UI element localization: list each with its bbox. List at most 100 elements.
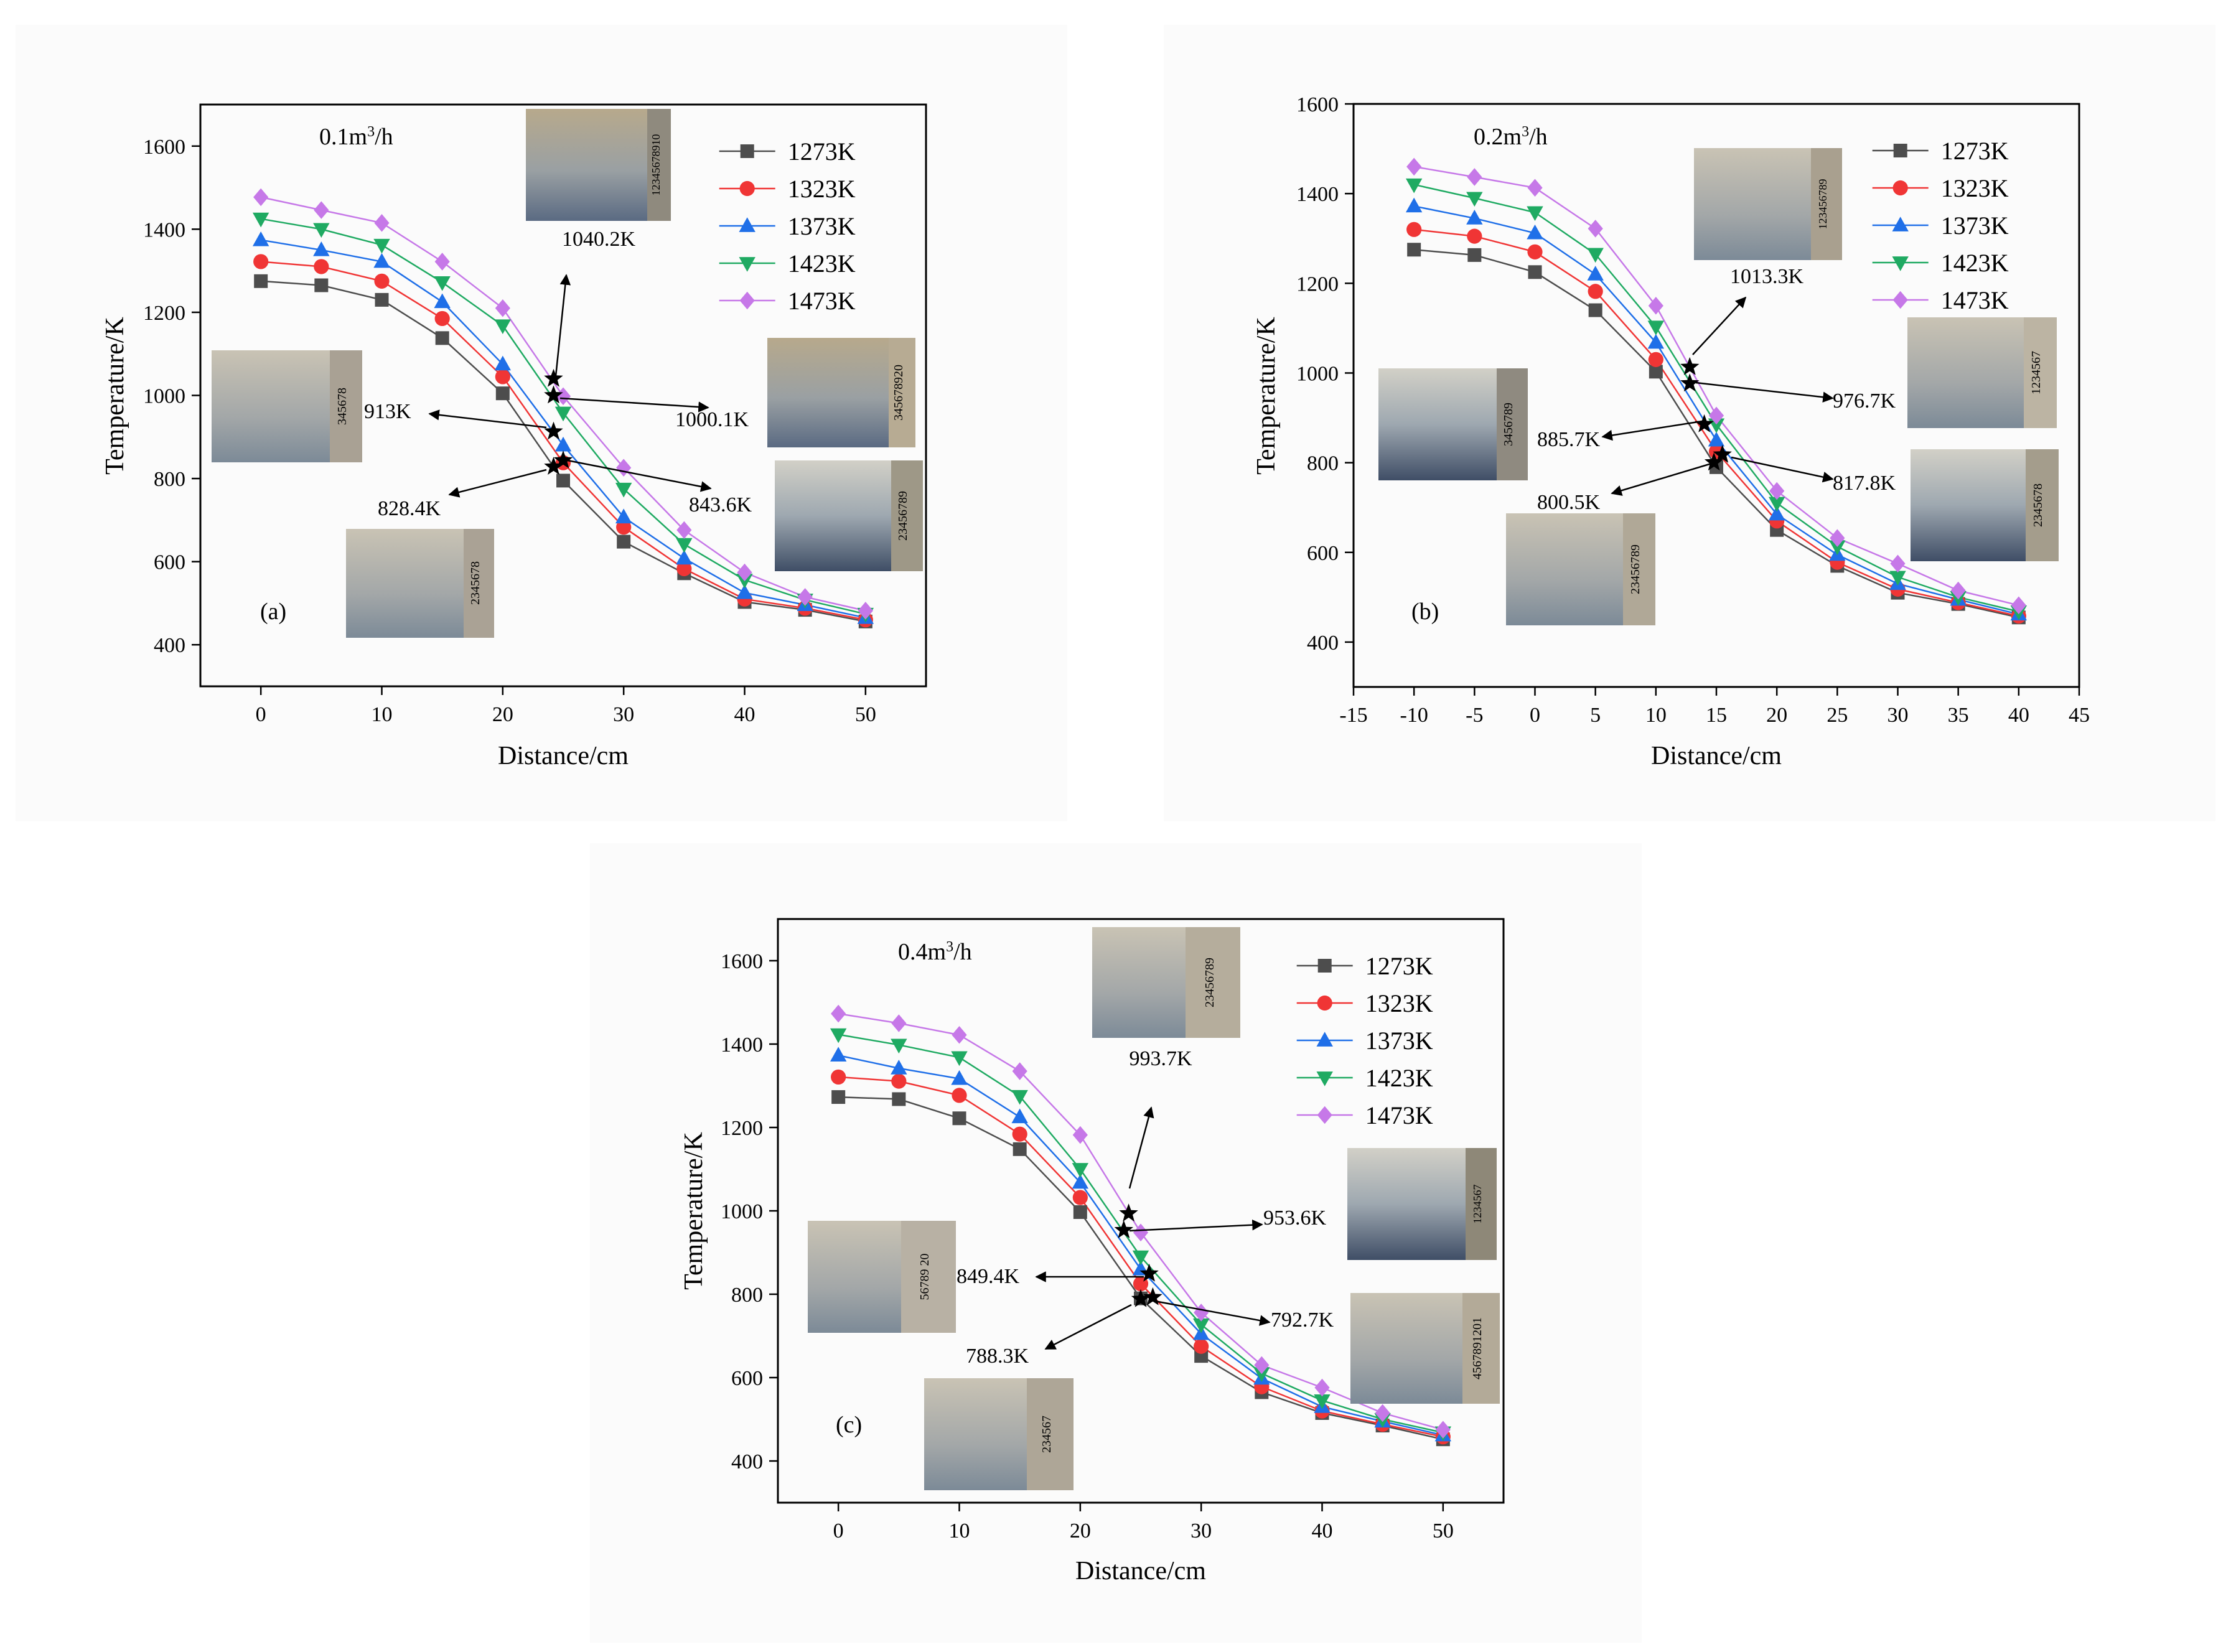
data-point-1423K bbox=[313, 223, 330, 238]
data-point-1323K bbox=[676, 561, 692, 577]
legend-label: 1323K bbox=[1365, 989, 1433, 1017]
x-tick-label: 10 bbox=[1645, 704, 1667, 727]
legend-marker bbox=[739, 180, 755, 197]
inset-photo-788K: 234567 bbox=[924, 1378, 1074, 1490]
data-point-1473K bbox=[314, 201, 329, 219]
star-marker bbox=[1114, 1220, 1133, 1238]
data-point-1323K bbox=[1072, 1190, 1088, 1205]
annotation-label: 800.5K bbox=[1537, 491, 1601, 514]
y-tick-label: 400 bbox=[1307, 632, 1339, 655]
annotation-label: 1000.1K bbox=[675, 408, 749, 431]
annotation-label: 1040.2K bbox=[562, 228, 636, 251]
x-tick-label: 20 bbox=[1766, 704, 1787, 727]
data-point-1323K bbox=[1648, 352, 1663, 367]
data-point-1423K bbox=[1405, 178, 1423, 194]
panel-a: 0 10 20 30 40 50 400 600 800 1000 1200 1400 1600 0.1… bbox=[16, 25, 1067, 821]
x-tick-label: 0 bbox=[256, 703, 266, 726]
inset-photo-885K: 3456789 bbox=[1378, 368, 1528, 480]
annotation-arrow bbox=[428, 409, 547, 429]
annotation-label: 828.4K bbox=[378, 497, 441, 520]
data-point-1273K bbox=[1073, 1205, 1087, 1220]
y-tick-label: 1600 bbox=[1296, 93, 1339, 116]
data-point-1473K bbox=[616, 459, 632, 477]
svg-text:1234567: 1234567 bbox=[1471, 1185, 1484, 1224]
data-point-1423K bbox=[1527, 206, 1543, 222]
data-point-1423K bbox=[554, 406, 572, 422]
data-point-1473K bbox=[434, 253, 450, 271]
annotation-label: 1013.3K bbox=[1730, 265, 1804, 288]
legend-marker bbox=[1317, 959, 1332, 973]
data-point-1473K bbox=[737, 563, 752, 582]
x-tick-label: 50 bbox=[855, 703, 876, 726]
y-axis-title: Temperature/K bbox=[680, 1132, 708, 1290]
x-tick-label: -10 bbox=[1400, 704, 1428, 727]
data-point-1323K bbox=[1467, 228, 1482, 244]
legend-marker bbox=[1316, 1071, 1333, 1086]
inset-photo-792K: 4567891201 bbox=[1350, 1293, 1500, 1404]
legend-marker bbox=[1892, 180, 1908, 196]
legend: 1273K 1323K 1373K 1423K 1473K bbox=[1296, 952, 1433, 1129]
panel-b: -15 -10 -5 0 5 10 15 20 25 30 35 40 45 400 600 800 1000 1… bbox=[1164, 25, 2215, 821]
data-point-1473K bbox=[1830, 529, 1845, 548]
data-point-1373K bbox=[1466, 210, 1483, 225]
data-point-1373K bbox=[1405, 197, 1423, 213]
data-point-1273K bbox=[495, 386, 510, 401]
annotation-label: 849.4K bbox=[957, 1265, 1020, 1288]
transition-stars bbox=[1680, 357, 1732, 471]
y-tick-label: 1200 bbox=[143, 302, 185, 325]
annotation-arrow bbox=[1128, 1106, 1154, 1189]
inset-photo-1040K: 12345678910 bbox=[526, 109, 671, 221]
data-point-1373K bbox=[736, 584, 753, 599]
data-point-1373K bbox=[615, 508, 632, 524]
svg-text:23456789: 23456789 bbox=[896, 491, 910, 541]
svg-text:4567891201: 4567891201 bbox=[1471, 1317, 1484, 1379]
data-point-1273K bbox=[892, 1092, 906, 1106]
inset-photo-843K: 23456789 bbox=[775, 460, 923, 571]
y-tick-label: 1600 bbox=[143, 136, 185, 159]
data-point-1473K bbox=[1406, 157, 1422, 176]
x-tick-label: -15 bbox=[1339, 704, 1367, 727]
annotation-label: 993.7K bbox=[1129, 1047, 1192, 1070]
data-point-1323K bbox=[1527, 244, 1543, 259]
legend-label: 1473K bbox=[1365, 1101, 1433, 1129]
data-point-1423K bbox=[1587, 248, 1604, 263]
panel-c: 0 10 20 30 40 50 400 600 800 1000 1200 1400 1600 0.4… bbox=[590, 843, 1642, 1643]
data-point-1323K bbox=[1406, 222, 1422, 237]
data-point-1473K bbox=[2011, 596, 2026, 615]
data-point-1373K bbox=[1527, 224, 1543, 240]
legend: 1273K 1323K 1373K 1423K 1473K bbox=[1872, 137, 2009, 314]
data-point-1423K bbox=[1889, 571, 1906, 586]
y-tick-label: 1000 bbox=[1296, 362, 1339, 385]
star-marker bbox=[1143, 1287, 1162, 1305]
y-axis-title: Temperature/K bbox=[1252, 317, 1281, 475]
data-point-1423K bbox=[252, 212, 269, 228]
svg-text:3456789: 3456789 bbox=[1502, 403, 1515, 446]
y-tick-label: 1400 bbox=[143, 218, 185, 241]
legend-label: 1273K bbox=[788, 138, 856, 166]
data-point-1473K bbox=[1648, 297, 1663, 315]
data-point-1423K bbox=[1466, 192, 1483, 207]
data-point-1473K bbox=[374, 214, 390, 232]
y-tick-label: 1600 bbox=[721, 950, 763, 973]
star-marker bbox=[544, 421, 563, 440]
x-tick-label: 0 bbox=[833, 1519, 844, 1542]
data-point-1273K bbox=[1013, 1142, 1027, 1156]
data-point-1373K bbox=[830, 1047, 847, 1062]
data-point-1273K bbox=[254, 274, 268, 288]
y-tick-label: 1400 bbox=[1296, 183, 1339, 206]
annotation-arrow bbox=[1129, 1219, 1263, 1232]
svg-text:2345678: 2345678 bbox=[469, 561, 482, 605]
legend-marker bbox=[1893, 144, 1907, 157]
annotation-arrow bbox=[554, 274, 571, 377]
star-marker bbox=[1713, 444, 1732, 463]
data-point-1323K bbox=[616, 520, 632, 535]
annotation-arrow bbox=[1044, 1304, 1132, 1350]
data-point-1373K bbox=[1011, 1108, 1028, 1124]
legend-marker bbox=[1892, 217, 1909, 231]
x-tick-label: 40 bbox=[2008, 704, 2029, 727]
legend-label: 1273K bbox=[1365, 952, 1433, 980]
svg-text:1234567: 1234567 bbox=[2029, 351, 2043, 394]
x-tick-label: 25 bbox=[1827, 704, 1848, 727]
data-point-1273K bbox=[1528, 265, 1542, 279]
data-point-1273K bbox=[435, 331, 449, 345]
